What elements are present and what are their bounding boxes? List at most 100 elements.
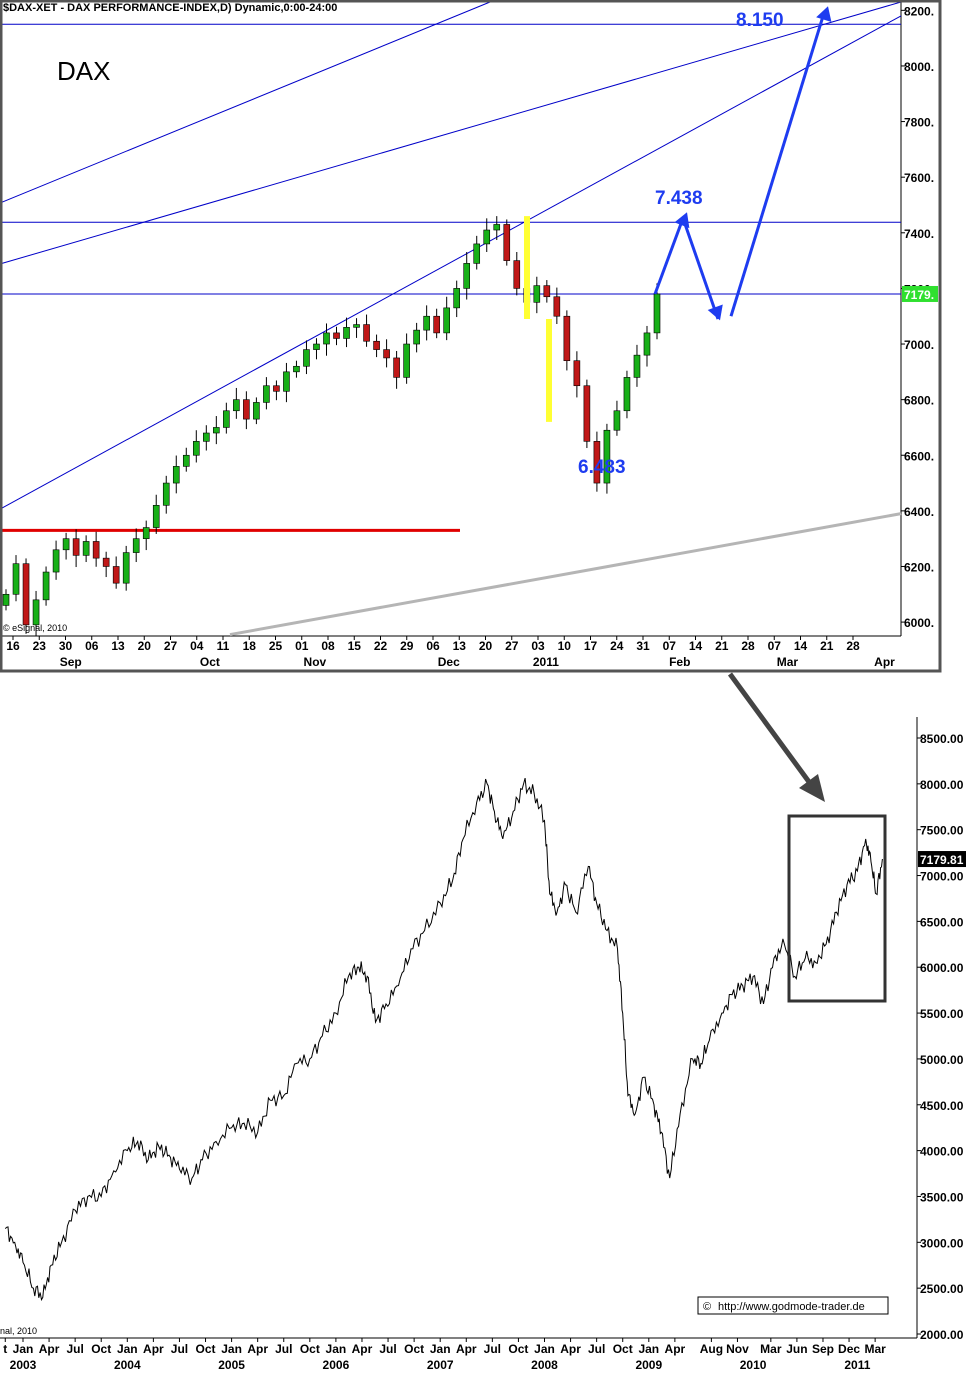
candle-up [162, 482, 170, 506]
candle [623, 370, 631, 419]
candle-up [283, 371, 290, 392]
candle [603, 423, 611, 494]
longterm-month-label: Jan [638, 1342, 659, 1356]
day-tick-label: 11 [217, 639, 230, 653]
candle [323, 323, 330, 356]
longterm-month-label: Nov [726, 1342, 749, 1356]
candle [293, 360, 300, 378]
candle-down [22, 563, 30, 626]
candle [32, 590, 40, 636]
last-value-badge [918, 851, 966, 868]
longterm-year-label: 2005 [218, 1358, 245, 1372]
candle-up [203, 432, 210, 442]
candle-up [413, 329, 420, 345]
candle-up [623, 377, 631, 412]
candle-up [42, 571, 50, 601]
candle-up [213, 427, 220, 434]
candle [12, 555, 20, 602]
candle-down [102, 557, 110, 567]
esignal-watermark: © eSignal, 2010 [3, 623, 67, 633]
longterm-month-label: Apr [560, 1342, 581, 1356]
longterm-month-label: Jul [171, 1342, 188, 1356]
candle-up [613, 410, 621, 431]
arrow-head-down-icon [707, 304, 723, 321]
dax-price-line [4, 777, 883, 1302]
price-annotation: 8.150 [736, 10, 784, 31]
candle [363, 314, 370, 347]
daily-plot-area: 7.438 8.150 6.483 [1, 1, 902, 637]
candle-up [343, 327, 350, 339]
candle [213, 416, 220, 445]
daily-price-axis: 6000.6200.6400.6600.6800.7000.7200.7400.… [901, 4, 938, 630]
candle [263, 377, 270, 410]
longterm-month-label: Jan [326, 1342, 347, 1356]
candle [172, 455, 180, 494]
longterm-price-label: 8000.00 [920, 778, 964, 792]
candle-up [323, 332, 330, 345]
channel-line-3 [1, 1, 902, 264]
candle [102, 551, 110, 578]
candle [643, 325, 651, 367]
longterm-price-label: 6000.00 [920, 961, 964, 975]
longterm-month-label: Apr [39, 1342, 60, 1356]
candle [573, 351, 581, 398]
longterm-month-label: Jul [275, 1342, 292, 1356]
candle-up [483, 229, 491, 245]
candle-up [603, 429, 611, 484]
month-label: Mar [777, 655, 799, 669]
candle-down [573, 360, 581, 387]
candle [283, 362, 290, 403]
longterm-month-label: Sep [812, 1342, 834, 1356]
candle-up [303, 349, 310, 367]
longterm-month-label: Jun [786, 1342, 807, 1356]
candle-down [383, 349, 390, 359]
longterm-date-axis: t Jan Apr Jul Oct Jan Apr Jul Oct Jan Apr Jul Oct Jan… [3, 1338, 886, 1372]
longterm-watermark: nal, 2010 [0, 1326, 37, 1336]
day-tick-label: 28 [846, 639, 860, 653]
day-tick-label: 01 [295, 639, 309, 653]
channel-line-2 [1, 1, 491, 203]
arrow-head-up-icon [816, 6, 832, 23]
month-label: 2011 [533, 655, 559, 669]
longterm-month-label: Oct [91, 1342, 111, 1356]
longterm-month-label: Jul [379, 1342, 396, 1356]
candle [493, 216, 501, 241]
longterm-month-label: Oct [196, 1342, 216, 1356]
arrow-head-down-icon [799, 774, 825, 802]
longterm-price-label: 2000.00 [920, 1328, 964, 1342]
longterm-month-label: Dec [838, 1342, 860, 1356]
day-tick-label: 14 [794, 639, 808, 653]
zoom-connector-arrow [727, 672, 815, 788]
candle-up [423, 315, 430, 331]
candle-up [182, 454, 190, 467]
longterm-year-label: 2008 [531, 1358, 558, 1372]
candle-down [543, 285, 551, 298]
price-tick-label: 7400. [904, 227, 934, 241]
longterm-month-label: Oct [404, 1342, 424, 1356]
day-tick-label: 29 [400, 639, 414, 653]
daily-chart-frame [0, 0, 942, 673]
candle-down [513, 260, 521, 289]
candle [403, 333, 410, 384]
month-label: Apr [874, 655, 895, 669]
candle [122, 545, 130, 591]
day-tick-label: 04 [190, 639, 204, 653]
price-tick-label: 6400. [904, 505, 934, 519]
candle-up [52, 549, 60, 573]
candle [463, 251, 471, 300]
dax-symbol-label: DAX [57, 56, 110, 86]
day-tick-label: 20 [479, 639, 493, 653]
candle [433, 308, 440, 339]
candle-up [12, 563, 20, 595]
candle [273, 380, 280, 401]
month-label: Sep [60, 655, 82, 669]
longterm-price-label: 3000.00 [920, 1236, 964, 1250]
candle-up [533, 285, 541, 303]
day-tick-label: 25 [269, 639, 283, 653]
candle-up [192, 441, 200, 456]
chart-header: $DAX-XET - DAX PERFORMANCE-INDEX,D) Dyna… [3, 2, 337, 14]
day-tick-label: 07 [768, 639, 782, 653]
day-tick-label: 23 [33, 639, 47, 653]
price-tick-label: 7600. [904, 171, 934, 185]
longterm-month-label: Oct [508, 1342, 528, 1356]
